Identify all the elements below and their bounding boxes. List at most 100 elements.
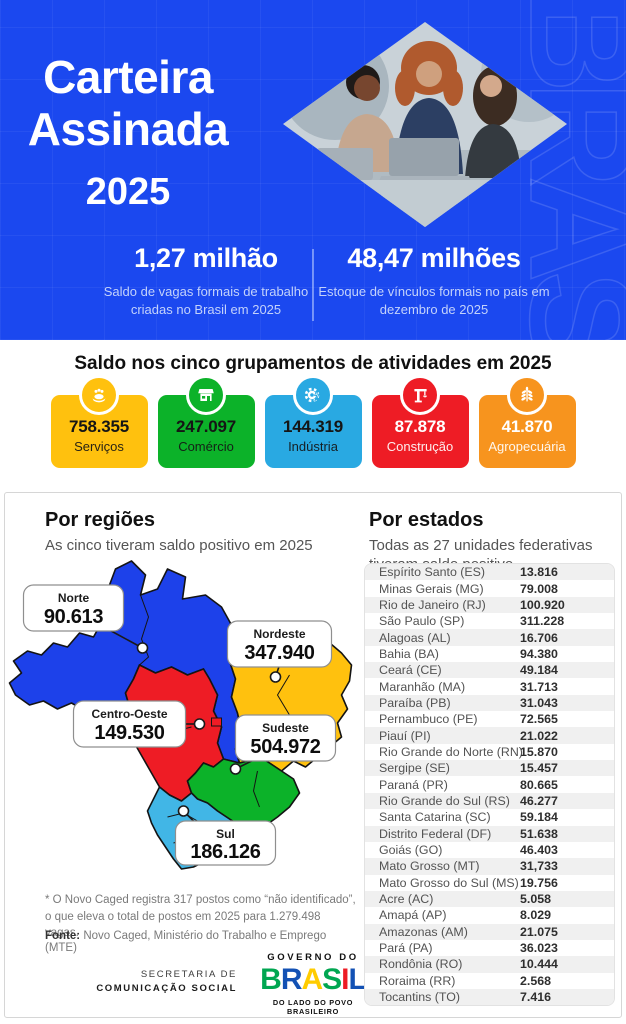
gov-letter: A xyxy=(301,963,323,996)
svg-text:Norte: Norte xyxy=(58,591,90,605)
regions-heading: Por regiões xyxy=(45,509,156,531)
svg-text:347.940: 347.940 xyxy=(244,642,314,664)
wheat-icon xyxy=(507,375,547,415)
region-marker-nordeste xyxy=(269,671,282,683)
table-row: São Paulo (SP) 311.228 xyxy=(379,614,565,629)
card-value: 247.097 xyxy=(175,417,237,436)
activity-cards: 758.355 Serviços 247.097 Comércio xyxy=(0,375,626,468)
table-row: Santa Catarina (SC) 59.184 xyxy=(379,810,558,825)
stat-value: 48,47 milhões xyxy=(347,243,521,273)
region-label-norte: Norte 90.613 xyxy=(22,584,125,632)
hand-coins-icon xyxy=(79,375,119,415)
table-row: Rondônia (RO) 10.444 xyxy=(365,956,614,973)
state-border-line xyxy=(252,770,260,808)
table-row: Sergipe (SE) 15.457 xyxy=(365,760,614,777)
source-line: Fonte: Novo Caged, Ministério do Trabalh… xyxy=(45,930,357,954)
table-row: Pará (PA) 36.023 xyxy=(379,941,558,956)
region-label-sudeste: Sudeste 504.972 xyxy=(234,714,337,762)
region-label-sul: Sul 186.126 xyxy=(174,820,277,866)
governo-do-brasil-logo: GOVERNO DO BRASIL DO LADO DO POVO BRASIL… xyxy=(257,952,369,1016)
title-line-1: Carteira xyxy=(43,51,213,103)
svg-text:504.972: 504.972 xyxy=(250,736,320,758)
source-text: Novo Caged, Ministério do Trabalho e Emp… xyxy=(45,930,327,954)
table-row: Tocantins (TO) 7.416 xyxy=(365,988,614,1006)
store-icon xyxy=(186,375,226,415)
table-row: Paraíba (PB) 31.043 xyxy=(365,694,614,712)
title-year: 2025 xyxy=(85,171,171,214)
table-row: Distrito Federal (DF) 51.638 xyxy=(365,825,614,842)
card-label: Indústria xyxy=(288,439,338,454)
activities-title: Saldo nos cinco grupamentos de atividade… xyxy=(74,353,552,374)
svg-text:Sul: Sul xyxy=(216,827,235,841)
card-value: 144.319 xyxy=(282,417,344,436)
table-row: Paraná (PR) 80.665 xyxy=(379,777,558,792)
table-row: Ceará (CE) 49.184 xyxy=(365,662,614,679)
card-industria: 144.319 Indústria xyxy=(264,375,362,468)
page-title: Carteira Assinada 2025 xyxy=(8,51,248,214)
table-row: Mato Grosso do Sul (MS) 19.756 xyxy=(379,875,558,890)
region-marker-sul xyxy=(177,805,190,817)
table-row: Acre (AC) 5.058 xyxy=(365,890,614,908)
table-row: Alagoas (AL) 16.706 xyxy=(365,629,614,646)
table-row: Rio Grande do Norte (RN) 15.870 xyxy=(379,744,558,759)
secom-line-1: SECRETARIA DE xyxy=(140,969,237,980)
gov-letter: B xyxy=(260,963,282,996)
states-table: Espírito Santo (ES) 13.816 Minas Gerais (… xyxy=(364,563,615,1007)
table-row: Amapá (AP) 8.029 xyxy=(379,908,552,923)
region-marker-sudeste xyxy=(229,763,242,775)
card-agro: 41.870 Agropecuária xyxy=(478,375,576,468)
card-label: Construção xyxy=(386,439,454,454)
stat-label: Estoque de vínculos formais no país em d… xyxy=(318,284,550,317)
region-marker-centro-oeste xyxy=(193,718,206,730)
card-servicos: 758.355 Serviços xyxy=(50,375,148,468)
table-row: Rio Grande do Sul (RS) 46.277 xyxy=(365,792,614,810)
details-panel: Por regiões As cinco tiveram saldo posit… xyxy=(4,492,622,1018)
card-value: 758.355 xyxy=(68,417,130,436)
source-label: Fonte: xyxy=(45,930,81,942)
footnote: * O Novo Caged registra 317 postos como … xyxy=(45,894,356,940)
table-row: Maranhão (MA) 31.713 xyxy=(379,679,558,694)
gov-letter: L xyxy=(348,963,367,996)
table-row: Amazonas (AM) 21.075 xyxy=(365,923,614,940)
region-marker-norte xyxy=(136,642,149,654)
hero-section: BRASIL Ca xyxy=(0,0,626,340)
table-row: Piauí (PI) 21.022 xyxy=(365,727,614,744)
stat-estoque-vinculos: 48,47 milhões Estoque de vínculos formai… xyxy=(318,243,550,318)
regions-subheading: As cinco tiveram saldo positivo em 2025 xyxy=(45,537,313,554)
region-leader-norte xyxy=(107,628,143,649)
team-photo xyxy=(283,22,567,227)
table-row: Espírito Santo (ES) 13.816 xyxy=(365,564,614,581)
svg-text:186.126: 186.126 xyxy=(190,841,260,863)
card-construcao: 87.878 Construção xyxy=(371,375,469,468)
table-row: Bahia (BA) 94.380 xyxy=(379,646,558,661)
gov-logo-name: BRASIL xyxy=(257,965,369,995)
gov-letter: S xyxy=(322,963,342,996)
table-row: Roraima (RR) 2.568 xyxy=(379,973,552,988)
gov-letter: R xyxy=(280,963,303,996)
stat-label: Saldo de vagas formais de trabalho criad… xyxy=(103,284,309,317)
table-row: Minas Gerais (MG) 79.008 xyxy=(379,581,558,596)
table-row: Pernambuco (PE) 72.565 xyxy=(379,712,558,727)
table-row: Mato Grosso (MT) 31,733 xyxy=(365,858,614,875)
stat-divider xyxy=(312,249,314,321)
svg-text:Nordeste: Nordeste xyxy=(253,627,305,641)
crane-icon xyxy=(400,375,440,415)
card-label: Agropecuária xyxy=(488,439,566,454)
activities-section: Saldo nos cinco grupamentos de atividade… xyxy=(0,340,626,492)
card-label: Serviços xyxy=(74,439,124,454)
distrito-federal-marker xyxy=(211,717,222,727)
stat-value: 1,27 milhão xyxy=(134,243,278,273)
svg-text:Centro-Oeste: Centro-Oeste xyxy=(91,707,167,721)
hero-stats: 1,27 milhão Saldo de vagas formais de tr… xyxy=(0,243,626,333)
secom-line-2: COMUNICAÇÃO SOCIAL xyxy=(96,983,237,995)
secom-logo: SECRETARIA DE COMUNICAÇÃO SOCIAL xyxy=(89,968,237,997)
brazil-map: Norte 90.613 Nordeste 347.940 Centro-Oes… xyxy=(8,560,353,870)
region-label-nordeste: Nordeste 347.940 xyxy=(226,620,333,668)
state-border-line xyxy=(139,594,150,666)
table-row: Goiás (GO) 46.403 xyxy=(379,843,558,858)
svg-text:Sudeste: Sudeste xyxy=(262,721,309,735)
card-value: 87.878 xyxy=(394,417,446,436)
svg-text:149.530: 149.530 xyxy=(94,722,164,744)
card-value: 41.870 xyxy=(501,417,553,436)
